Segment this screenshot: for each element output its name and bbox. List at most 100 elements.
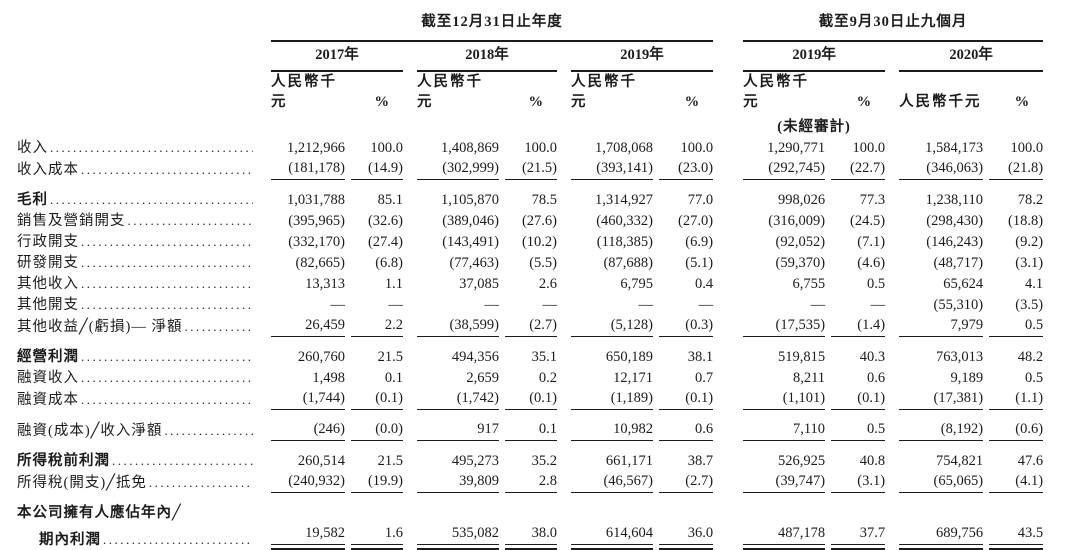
pct-cell: (10.2): [521, 234, 557, 250]
pct-cell: (7.1): [857, 234, 886, 250]
double-rule: [989, 545, 1044, 550]
amount-cell: 1,212,966: [287, 140, 345, 156]
dot-leader: [128, 211, 254, 231]
pct-cell: (0.0): [345, 410, 403, 441]
dot-leader: [50, 138, 253, 158]
section-gap: [713, 180, 729, 210]
pct-cell: (5.5): [529, 255, 557, 271]
amount-cell: (332,170): [288, 234, 345, 250]
amount-cell: —: [484, 297, 500, 313]
dot-leader: [185, 317, 253, 337]
unit-header: 人民幣千元: [571, 74, 637, 110]
pct-cell: (9.2): [1015, 234, 1044, 250]
pct-cell: 77.0: [687, 192, 714, 208]
pct-cell: 21.5: [377, 349, 403, 365]
amount-cell: 65,624: [943, 276, 984, 292]
amount-cell: (46,567): [557, 471, 653, 493]
row-label: 本公司擁有人應佔年內╱: [17, 505, 182, 521]
pct-cell: 0.7: [694, 370, 714, 386]
section-gap: [713, 367, 729, 388]
row-label: 收入: [17, 137, 257, 158]
pct-cell: 4.1: [1024, 276, 1044, 292]
amount-cell: 1,031,788: [287, 192, 345, 208]
pct-cell: (4.1): [983, 471, 1044, 493]
year-2019-9m-cell: 2019年: [729, 42, 886, 72]
pct-cell: (0.1): [653, 388, 714, 410]
pct-cell: (23.0): [653, 158, 714, 180]
pct-cell: 100.0: [524, 140, 557, 156]
amount-cell: 495,273: [451, 453, 499, 469]
amount-cell: 1,238,110: [925, 192, 984, 208]
pct-cell: [653, 493, 713, 523]
table-body: 收入 1,212,966 100.0 1,408,869 100.0 1,708,068 1…: [17, 137, 1044, 550]
section-gap: [713, 210, 729, 231]
pct-cell: (0.3): [653, 315, 714, 337]
pct-cell: (6.8): [375, 255, 403, 271]
amount-cell: 1,408,869: [441, 140, 499, 156]
double-rule: [271, 545, 345, 550]
amount-cell: —: [330, 297, 346, 313]
table-row: 經營利潤 260,760 21.5 494,356 35.1 650,189 38.1 519…: [17, 337, 1043, 367]
unit-header: 人民幣千元: [743, 74, 810, 110]
row-label: 其他收入: [17, 273, 257, 294]
row-label: 毛利: [17, 180, 257, 210]
table-row: 行政開支 (332,170) (27.4) (143,491) (10.2) (118,3…: [17, 231, 1043, 252]
pct-cell: (0.1): [499, 388, 557, 410]
dot-leader: [81, 368, 253, 388]
section-gap: [713, 294, 729, 315]
amount-cell: 526,925: [777, 453, 826, 469]
section-gap: [713, 273, 729, 294]
row-label: 收入成本: [17, 158, 257, 180]
dot-leader: [81, 274, 253, 294]
pct-header: %: [856, 94, 872, 110]
amount-cell: 37,085: [459, 276, 499, 292]
amount-cell: (240,932): [257, 471, 345, 493]
pct-cell: (0.1): [345, 388, 403, 410]
table-row: 毛利 1,031,788 85.1 1,105,870 78.5 1,314,927 77.…: [17, 180, 1043, 210]
pct-cell: 100.0: [680, 140, 714, 156]
section-gap: [713, 441, 729, 471]
unit-header: 人民幣千元: [271, 74, 337, 110]
dot-leader: [103, 530, 253, 550]
amount-cell: [557, 493, 653, 523]
amount-cell: 917: [403, 410, 499, 441]
amount-cell: (1,742): [403, 388, 499, 410]
pct-cell: 0.5: [983, 315, 1044, 337]
ninem-section-header-cell: 截至9月30日止九個月: [729, 10, 1044, 42]
pct-cell: (24.5): [850, 213, 886, 229]
pct-cell: (18.8): [1008, 213, 1044, 229]
pct-cell: (4.6): [857, 255, 886, 271]
amount-cell: 754,821: [935, 453, 984, 469]
pct-cell: (21.8): [983, 158, 1044, 180]
amount-cell: 39,809: [403, 471, 499, 493]
pct-cell: 78.5: [531, 192, 557, 208]
amount-cell: 9,189: [950, 370, 984, 386]
pct-cell: 0.6: [866, 370, 886, 386]
row-label: 融資收入: [17, 367, 257, 388]
amount-cell: (17,535): [729, 315, 826, 337]
dot-leader: [50, 190, 253, 210]
unit-header: 人民幣千元: [417, 74, 483, 110]
amount-cell: (55,310): [933, 297, 984, 313]
year-2020-label: 2020年: [899, 45, 1044, 72]
dot-leader: [81, 347, 253, 367]
amount-cell: 661,171: [605, 453, 653, 469]
amount-cell: —: [638, 297, 654, 313]
double-rule: [505, 545, 557, 550]
table-row: 研發開支 (82,665) (6.8) (77,463) (5.5) (87,688) (5…: [17, 252, 1043, 273]
section-gap: [713, 315, 729, 337]
pct-cell: (19.9): [345, 471, 403, 493]
amount-cell: 10,982: [557, 410, 653, 441]
row-label: 其他開支: [17, 294, 257, 315]
year-2019-9m-label: 2019年: [743, 45, 886, 72]
amount-cell: 1,498: [312, 370, 345, 386]
pct-header: %: [528, 94, 544, 110]
amount-cell: 6,755: [792, 276, 826, 292]
pct-cell: 100.0: [1010, 140, 1044, 156]
pct-header: %: [374, 94, 390, 110]
amount-cell: (38,599): [403, 315, 499, 337]
dot-leader: [81, 253, 253, 273]
pct-cell: 48.2: [1017, 349, 1044, 365]
pct-cell: (6.9): [685, 234, 714, 250]
pct-cell: 0.1: [499, 410, 557, 441]
